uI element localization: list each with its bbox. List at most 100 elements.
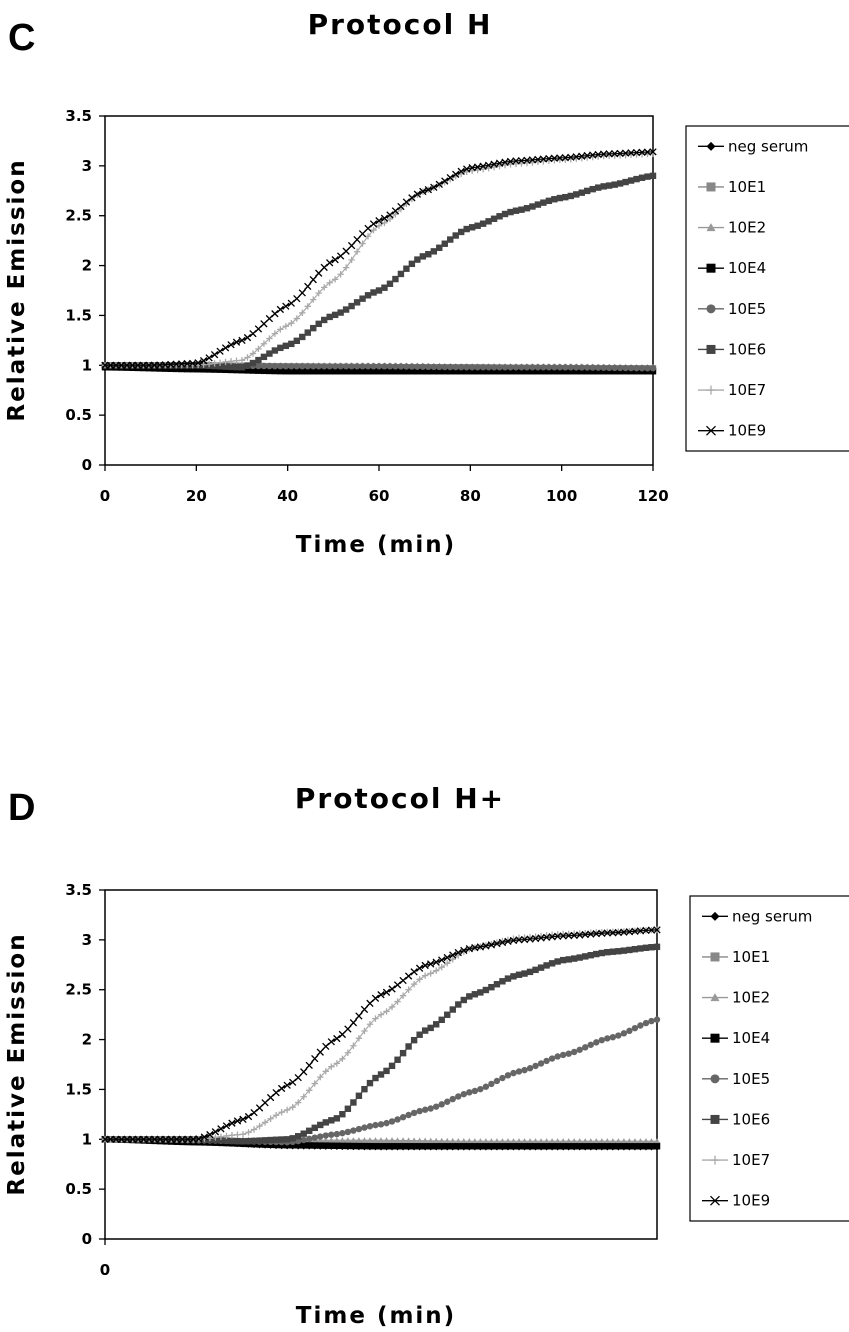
data-point — [366, 1079, 374, 1087]
data-point — [234, 1137, 241, 1145]
data-point — [145, 1135, 153, 1143]
data-point — [444, 1137, 451, 1144]
data-point — [501, 368, 509, 375]
data-point — [615, 948, 622, 955]
data-point — [322, 1119, 329, 1126]
data-point — [449, 956, 456, 963]
data-point — [408, 363, 416, 370]
data-point — [261, 1119, 269, 1126]
data-point — [331, 368, 339, 375]
data-point — [277, 363, 284, 370]
data-point — [238, 357, 246, 364]
data-point — [593, 950, 600, 958]
data-point — [217, 1133, 225, 1140]
data-point — [642, 1019, 650, 1027]
data-point — [562, 368, 569, 375]
data-point — [101, 1135, 109, 1143]
data-point — [112, 361, 120, 369]
data-point — [458, 368, 465, 375]
data-point — [468, 364, 476, 371]
series-line — [105, 153, 654, 366]
data-point — [238, 364, 246, 371]
series-10e9 — [101, 148, 657, 369]
data-point — [331, 363, 339, 370]
data-point — [518, 368, 525, 375]
data-point — [565, 932, 573, 940]
data-point — [375, 287, 383, 294]
data-point — [139, 361, 148, 369]
data-point — [304, 329, 311, 336]
data-point — [342, 368, 350, 375]
data-point — [348, 302, 355, 310]
legend-label: 10E1 — [732, 948, 770, 966]
data-point — [106, 361, 115, 369]
data-point — [282, 368, 290, 375]
legend-marker — [710, 911, 720, 921]
data-point — [540, 199, 547, 206]
legend-marker — [706, 425, 716, 436]
data-point — [452, 368, 459, 375]
panel-letter: D — [8, 787, 35, 829]
data-point — [425, 251, 432, 258]
x-tick-label: 80 — [460, 487, 481, 505]
data-point — [543, 1143, 550, 1150]
data-point — [331, 256, 339, 264]
data-point — [178, 360, 186, 368]
legend-item: 10E4 — [698, 259, 766, 277]
data-point — [267, 1115, 274, 1122]
data-point — [328, 1131, 335, 1138]
data-point — [496, 368, 503, 375]
data-point — [293, 368, 300, 375]
data-point — [550, 154, 559, 162]
data-point — [369, 220, 378, 228]
data-point — [611, 364, 618, 372]
data-point — [631, 1024, 639, 1032]
data-point — [416, 976, 423, 983]
data-point — [210, 351, 219, 359]
data-point — [482, 986, 490, 994]
legend-label: 10E9 — [732, 1192, 770, 1210]
data-point — [488, 1138, 495, 1144]
data-point — [504, 1072, 512, 1079]
data-point — [399, 1137, 407, 1144]
data-point — [447, 368, 454, 375]
data-point — [567, 192, 574, 200]
data-point — [556, 364, 564, 371]
data-point — [402, 198, 411, 206]
data-point — [388, 1118, 396, 1125]
data-point — [375, 217, 383, 225]
data-point — [222, 1122, 231, 1130]
data-point — [441, 240, 448, 247]
data-point — [394, 1143, 401, 1150]
data-point — [350, 1127, 357, 1134]
data-point — [587, 952, 594, 959]
data-point — [589, 368, 596, 375]
data-point — [276, 305, 285, 314]
data-point — [151, 1135, 159, 1143]
data-point — [386, 211, 394, 219]
data-point — [413, 190, 422, 198]
data-point — [339, 1137, 346, 1143]
data-point — [649, 148, 657, 156]
data-point — [344, 1049, 352, 1056]
data-point — [649, 172, 657, 180]
data-point — [261, 1137, 269, 1144]
data-point — [534, 364, 542, 371]
legend-item: 10E7 — [698, 381, 766, 399]
data-point — [278, 1136, 285, 1143]
data-point — [484, 161, 493, 169]
legend-item: 10E1 — [698, 178, 766, 196]
data-point — [554, 1053, 561, 1060]
data-point — [364, 363, 372, 370]
data-point — [537, 1143, 545, 1150]
data-point — [333, 1137, 341, 1143]
data-point — [644, 365, 651, 372]
data-point — [485, 218, 492, 225]
data-point — [647, 926, 656, 934]
data-point — [474, 368, 481, 375]
data-point — [449, 1006, 456, 1013]
data-point — [571, 955, 578, 962]
data-point — [556, 368, 564, 375]
legend-marker — [710, 1033, 720, 1043]
